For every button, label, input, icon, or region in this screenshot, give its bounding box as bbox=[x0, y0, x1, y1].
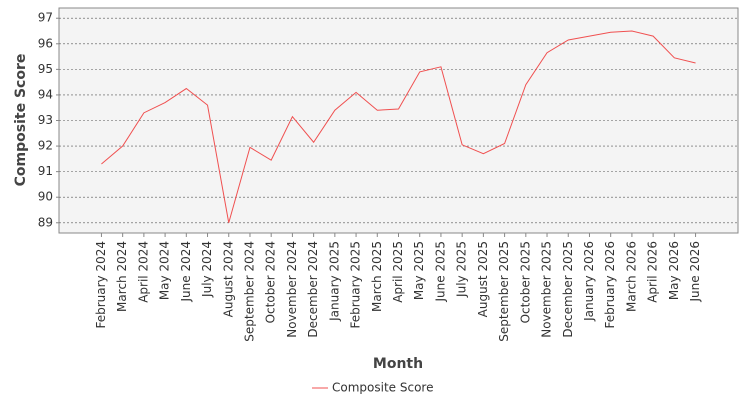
y-tick-label: 90 bbox=[38, 190, 53, 204]
y-tick-label: 89 bbox=[38, 215, 53, 229]
y-tick-label: 91 bbox=[38, 164, 53, 178]
x-tick-label: October 2025 bbox=[518, 241, 532, 323]
x-tick-label: March 2025 bbox=[370, 241, 384, 312]
x-tick-label: February 2025 bbox=[349, 241, 363, 329]
x-tick-label: June 2024 bbox=[179, 241, 193, 303]
x-tick-label: January 2025 bbox=[327, 241, 341, 322]
y-tick-label: 94 bbox=[38, 87, 53, 101]
y-tick-label: 97 bbox=[38, 11, 53, 25]
x-tick-label: April 2025 bbox=[391, 241, 405, 303]
x-tick-label: June 2025 bbox=[433, 241, 447, 303]
x-tick-label: July 2025 bbox=[455, 241, 469, 298]
x-tick-label: February 2024 bbox=[94, 241, 108, 329]
line bbox=[101, 30, 696, 223]
y-tick-label: 93 bbox=[38, 113, 53, 127]
x-tick-label: October 2024 bbox=[264, 241, 278, 323]
x-tick-label: January 2026 bbox=[582, 241, 596, 322]
x-tick-label: September 2025 bbox=[497, 241, 511, 342]
y-tick-label: 95 bbox=[38, 62, 53, 76]
x-tick-label: June 2026 bbox=[688, 241, 702, 303]
x-tick-label: May 2025 bbox=[412, 241, 426, 300]
x-tick-label: May 2024 bbox=[158, 241, 172, 300]
x-tick-label: December 2025 bbox=[561, 241, 575, 338]
x-tick-label: April 2026 bbox=[646, 241, 660, 303]
x-tick-label: November 2025 bbox=[540, 241, 554, 338]
y-tick-label: 92 bbox=[38, 139, 53, 153]
x-tick-label: December 2024 bbox=[306, 241, 320, 338]
x-tick-label: August 2024 bbox=[221, 241, 235, 317]
legend-label: Composite Score bbox=[332, 381, 433, 395]
x-tick-label: May 2026 bbox=[667, 241, 681, 300]
x-tick-label: March 2026 bbox=[624, 241, 638, 312]
x-tick-label: August 2025 bbox=[476, 241, 490, 317]
x-tick-label: July 2024 bbox=[200, 241, 214, 298]
y-axis-title: Composite Score bbox=[13, 54, 29, 187]
x-tick-label: March 2024 bbox=[115, 241, 129, 312]
x-tick-label: September 2024 bbox=[242, 241, 256, 342]
x-tick-label: February 2026 bbox=[603, 241, 617, 329]
x-tick-label: April 2024 bbox=[136, 241, 150, 303]
y-tick-label: 96 bbox=[38, 36, 53, 50]
x-tick-label: November 2024 bbox=[285, 241, 299, 338]
x-axis-title: Month bbox=[373, 356, 423, 372]
